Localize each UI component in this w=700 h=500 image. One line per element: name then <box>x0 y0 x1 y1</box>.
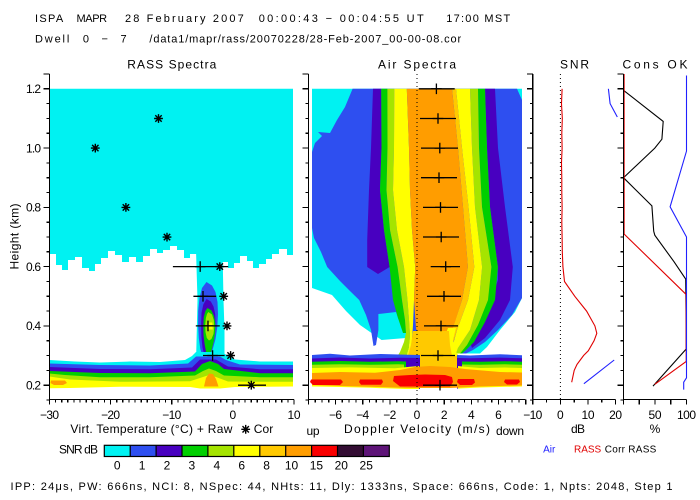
svg-text:ISPA: ISPA <box>35 13 64 25</box>
svg-text:6: 6 <box>495 408 502 422</box>
svg-text:0: 0 <box>114 459 121 473</box>
svg-text:Corr RASS: Corr RASS <box>605 445 657 456</box>
svg-text:−6: −6 <box>329 408 342 422</box>
svg-text:0.4: 0.4 <box>26 319 41 333</box>
svg-text:−10: −10 <box>162 408 181 422</box>
svg-text:IPP: 24μs, PW: 666ns, NCI:: IPP: 24μs, PW: 666ns, NCI: 8, NSpec: 44,… <box>11 481 673 493</box>
svg-text:−10: −10 <box>523 408 542 422</box>
svg-text:Cor: Cor <box>254 422 274 436</box>
svg-text:MAPR: MAPR <box>77 13 108 25</box>
svg-text:SNR dB: SNR dB <box>59 443 98 457</box>
svg-text:−20: −20 <box>101 408 120 422</box>
svg-text:50: 50 <box>649 408 662 422</box>
svg-text:dB: dB <box>571 422 585 436</box>
svg-text:2: 2 <box>164 459 171 473</box>
svg-text:2: 2 <box>441 408 448 422</box>
svg-text:RASS: RASS <box>574 445 602 456</box>
svg-text:up: up <box>307 424 320 438</box>
svg-text:Cons OK: Cons OK <box>623 58 688 72</box>
svg-text:15: 15 <box>310 459 324 473</box>
svg-text:20: 20 <box>335 459 349 473</box>
svg-text:−30: −30 <box>40 408 59 422</box>
svg-text:10: 10 <box>285 459 299 473</box>
svg-text:10: 10 <box>582 408 595 422</box>
svg-text:4: 4 <box>213 459 220 473</box>
svg-text:20: 20 <box>609 408 622 422</box>
svg-text:Height (km): Height (km) <box>8 204 22 270</box>
svg-text:0 − 7: 0 − 7 <box>83 34 127 46</box>
svg-text:−4: −4 <box>356 408 369 422</box>
svg-text:8: 8 <box>263 459 270 473</box>
svg-text:0.2: 0.2 <box>26 379 41 393</box>
svg-text:1.2: 1.2 <box>26 82 41 96</box>
svg-text:17:00 MST: 17:00 MST <box>446 13 510 25</box>
svg-text:down: down <box>496 424 524 438</box>
svg-text:1.0: 1.0 <box>26 141 41 155</box>
svg-text:0: 0 <box>414 408 421 422</box>
svg-text:RASS Spectra: RASS Spectra <box>127 58 216 72</box>
svg-text:1: 1 <box>139 459 146 473</box>
svg-text:0.6: 0.6 <box>26 260 41 274</box>
svg-text:4: 4 <box>468 408 475 422</box>
svg-text:−2: −2 <box>383 408 396 422</box>
svg-text:Air: Air <box>543 445 556 456</box>
svg-text:3: 3 <box>189 459 196 473</box>
svg-text:10: 10 <box>288 408 301 422</box>
svg-text:25: 25 <box>360 459 374 473</box>
svg-text:0: 0 <box>557 408 564 422</box>
svg-text:0.8: 0.8 <box>26 201 41 215</box>
svg-text:Air Spectra: Air Spectra <box>378 58 456 72</box>
svg-text:Dwell: Dwell <box>35 34 69 46</box>
svg-text:0: 0 <box>230 408 237 422</box>
svg-text:Doppler Velocity (m/s): Doppler Velocity (m/s) <box>344 422 490 436</box>
svg-text:6: 6 <box>238 459 245 473</box>
svg-text:/data1/mapr/rass/20070228/28-F: /data1/mapr/rass/20070228/28-Feb-2007_00… <box>149 34 461 46</box>
svg-text:SNR: SNR <box>560 58 589 72</box>
svg-text:Virt. Temperature (°C) + Raw: Virt. Temperature (°C) + Raw <box>70 422 232 436</box>
svg-text:%: % <box>650 422 661 436</box>
svg-text:100: 100 <box>677 408 696 422</box>
